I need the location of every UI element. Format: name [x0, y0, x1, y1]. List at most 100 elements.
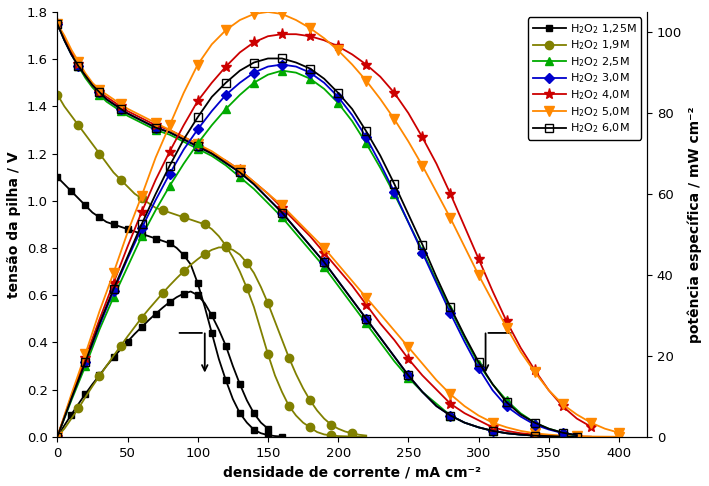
H$_2$O$_2$ 3,0M	[165, 129, 174, 135]
H$_2$O$_2$ 3,0M	[348, 297, 357, 303]
H$_2$O$_2$ 5,0M	[95, 87, 104, 93]
H$_2$O$_2$ 6,0M	[334, 278, 342, 284]
H$_2$O$_2$ 2,5M	[194, 146, 202, 152]
H$_2$O$_2$ 3,0M	[235, 170, 244, 175]
H$_2$O$_2$ 4,0M	[432, 387, 441, 393]
H$_2$O$_2$ 3,0M	[489, 428, 497, 434]
H$_2$O$_2$ 5,0M	[235, 167, 244, 173]
H$_2$O$_2$ 1,25M	[271, 433, 279, 439]
Y-axis label: tensão da pilha / V: tensão da pilha / V	[7, 151, 21, 297]
H$_2$O$_2$ 1,9M	[264, 351, 272, 357]
H$_2$O$_2$ 6,0M	[545, 433, 553, 439]
H$_2$O$_2$ 2,5M	[432, 401, 441, 407]
H$_2$O$_2$ 6,0M	[60, 37, 69, 43]
H$_2$O$_2$ 4,0M	[320, 250, 328, 256]
H$_2$O$_2$ 4,0M	[545, 433, 553, 438]
H$_2$O$_2$ 2,5M	[503, 430, 511, 436]
H$_2$O$_2$ 4,0M	[138, 115, 146, 121]
H$_2$O$_2$ 2,5M	[264, 200, 272, 206]
H$_2$O$_2$ 5,0M	[67, 47, 76, 52]
H$_2$O$_2$ 4,0M	[306, 233, 314, 239]
H$_2$O$_2$ 5,0M	[278, 203, 286, 208]
H$_2$O$_2$ 5,0M	[208, 148, 216, 154]
H$_2$O$_2$ 1,25M	[228, 396, 237, 402]
H$_2$O$_2$ 1,9M	[208, 226, 216, 232]
Legend: H$_2$O$_2$ 1,25M, H$_2$O$_2$ 1,9M, H$_2$O$_2$ 2,5M, H$_2$O$_2$ 3,0M, H$_2$O$_2$ : H$_2$O$_2$ 1,25M, H$_2$O$_2$ 1,9M, H$_2$…	[528, 17, 642, 139]
H$_2$O$_2$ 2,5M	[446, 413, 454, 418]
H$_2$O$_2$ 3,0M	[95, 89, 104, 95]
H$_2$O$_2$ 4,0M	[586, 434, 595, 440]
H$_2$O$_2$ 4,0M	[116, 104, 125, 109]
H$_2$O$_2$ 1,25M	[172, 245, 181, 251]
H$_2$O$_2$ 1,9M	[341, 434, 350, 439]
H$_2$O$_2$ 5,0M	[123, 106, 132, 112]
Line: H$_2$O$_2$ 1,25M: H$_2$O$_2$ 1,25M	[54, 174, 286, 440]
H$_2$O$_2$ 5,0M	[474, 413, 483, 418]
H$_2$O$_2$ 1,9M	[215, 233, 223, 239]
H$_2$O$_2$ 6,0M	[278, 209, 286, 215]
H$_2$O$_2$ 1,25M	[278, 434, 286, 439]
H$_2$O$_2$ 2,5M	[418, 389, 427, 395]
H$_2$O$_2$ 4,0M	[208, 151, 216, 156]
H$_2$O$_2$ 2,5M	[320, 264, 328, 270]
H$_2$O$_2$ 1,9M	[292, 413, 301, 418]
H$_2$O$_2$ 5,0M	[165, 127, 174, 133]
H$_2$O$_2$ 1,9M	[298, 420, 307, 426]
H$_2$O$_2$ 1,9M	[158, 208, 167, 213]
H$_2$O$_2$ 6,0M	[376, 335, 384, 341]
H$_2$O$_2$ 1,9M	[138, 195, 146, 201]
H$_2$O$_2$ 3,0M	[446, 413, 454, 418]
H$_2$O$_2$ 6,0M	[194, 143, 202, 149]
H$_2$O$_2$ 5,0M	[179, 134, 188, 140]
H$_2$O$_2$ 1,25M	[138, 231, 146, 237]
H$_2$O$_2$ 6,0M	[264, 195, 272, 201]
H$_2$O$_2$ 2,5M	[334, 283, 342, 289]
H$_2$O$_2$ 3,0M	[116, 106, 125, 112]
X-axis label: densidade de corrente / mA cm⁻²: densidade de corrente / mA cm⁻²	[223, 465, 481, 479]
H$_2$O$_2$ 2,5M	[250, 186, 258, 192]
H$_2$O$_2$ 6,0M	[74, 63, 83, 69]
H$_2$O$_2$ 6,0M	[516, 432, 525, 437]
H$_2$O$_2$ 1,9M	[172, 212, 181, 218]
H$_2$O$_2$ 5,0M	[138, 113, 146, 119]
H$_2$O$_2$ 5,0M	[306, 231, 314, 237]
H$_2$O$_2$ 1,9M	[81, 132, 89, 138]
H$_2$O$_2$ 4,0M	[530, 432, 539, 437]
H$_2$O$_2$ 4,0M	[334, 266, 342, 272]
H$_2$O$_2$ 1,25M	[242, 420, 251, 426]
H$_2$O$_2$ 6,0M	[530, 433, 539, 438]
H$_2$O$_2$ 2,5M	[116, 108, 125, 114]
H$_2$O$_2$ 4,0M	[67, 49, 76, 55]
H$_2$O$_2$ 3,0M	[503, 430, 511, 436]
H$_2$O$_2$ 5,0M	[60, 33, 69, 38]
H$_2$O$_2$ 1,9M	[278, 389, 286, 395]
H$_2$O$_2$ 1,9M	[271, 372, 279, 378]
H$_2$O$_2$ 1,25M	[152, 236, 160, 242]
H$_2$O$_2$ 5,0M	[615, 434, 623, 440]
H$_2$O$_2$ 6,0M	[235, 170, 244, 175]
H$_2$O$_2$ 2,5M	[208, 153, 216, 159]
H$_2$O$_2$ 1,9M	[60, 104, 69, 109]
H$_2$O$_2$ 6,0M	[446, 413, 454, 418]
H$_2$O$_2$ 6,0M	[53, 21, 62, 27]
H$_2$O$_2$ 1,25M	[145, 233, 153, 239]
H$_2$O$_2$ 2,5M	[404, 375, 413, 381]
H$_2$O$_2$ 4,0M	[460, 410, 469, 416]
H$_2$O$_2$ 5,0M	[320, 245, 328, 251]
H$_2$O$_2$ 1,25M	[123, 226, 132, 232]
H$_2$O$_2$ 1,25M	[60, 181, 69, 187]
H$_2$O$_2$ 1,9M	[228, 255, 237, 260]
H$_2$O$_2$ 6,0M	[123, 110, 132, 116]
H$_2$O$_2$ 4,0M	[362, 302, 371, 308]
H$_2$O$_2$ 3,0M	[390, 354, 398, 360]
H$_2$O$_2$ 5,0M	[81, 70, 89, 76]
H$_2$O$_2$ 4,0M	[53, 21, 62, 27]
H$_2$O$_2$ 6,0M	[165, 129, 174, 135]
H$_2$O$_2$ 5,0M	[418, 361, 427, 366]
H$_2$O$_2$ 1,25M	[201, 304, 209, 310]
H$_2$O$_2$ 5,0M	[362, 295, 371, 300]
H$_2$O$_2$ 3,0M	[53, 21, 62, 27]
H$_2$O$_2$ 1,9M	[109, 170, 118, 175]
H$_2$O$_2$ 5,0M	[116, 101, 125, 107]
H$_2$O$_2$ 1,25M	[102, 219, 111, 225]
